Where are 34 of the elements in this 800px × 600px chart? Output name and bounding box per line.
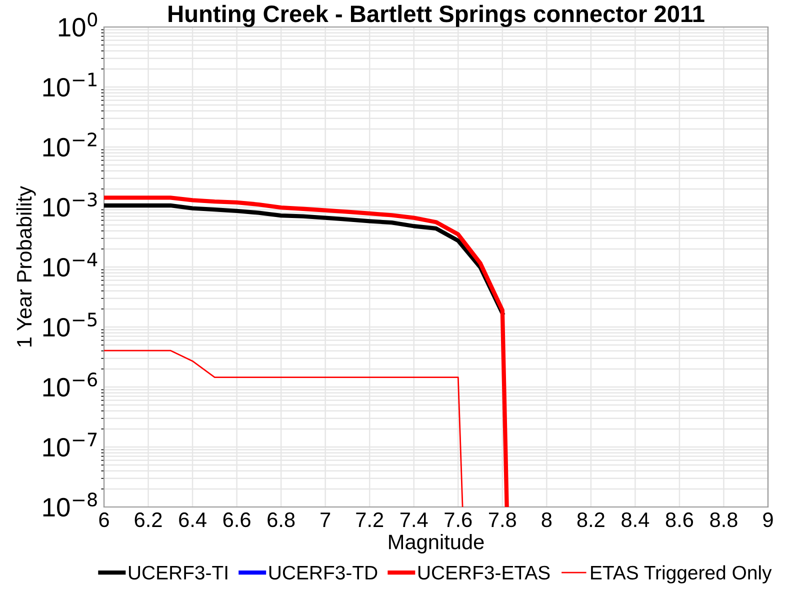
x-tick-label: 6.4	[179, 512, 206, 528]
x-tick-label: 6.2	[134, 512, 162, 528]
y-axis-title: 1 Year Probability	[16, 186, 36, 346]
x-tick-label: 9	[763, 512, 773, 528]
legend-label: UCERF3-TD	[269, 566, 378, 580]
x-tick-label: 8.6	[666, 512, 694, 528]
y-tick-label: 10$^{−4}$	[43, 252, 98, 277]
x-tick-label: 8.2	[577, 512, 604, 528]
chart-title: Hunting Creek - Bartlett Springs connector 2011	[168, 4, 704, 27]
y-tick-label: 10$^{−8}$	[43, 492, 97, 517]
x-tick-label: 7.8	[488, 512, 516, 528]
y-tick-label: 10$^{−2}$	[43, 132, 96, 157]
y-tick-label: 10$^{−3}$	[43, 192, 97, 217]
x-tick-label: 7.2	[356, 512, 384, 527]
x-tick-label: 8.4	[622, 512, 650, 528]
y-tick-label: 10$^{−7}$	[43, 432, 97, 457]
x-tick-label: 6.6	[223, 512, 250, 528]
x-tick-label: 7	[320, 512, 330, 527]
y-tick-label: 10$^{−1}$	[43, 72, 96, 97]
x-tick-label: 8	[542, 512, 552, 528]
x-tick-label: 6	[99, 512, 109, 528]
legend-label: UCERF3-TI	[128, 566, 228, 580]
y-tick-label: 10$^{−6}$	[43, 372, 98, 397]
x-tick-label: 6.8	[268, 512, 295, 528]
line-series	[104, 196, 509, 507]
line-series	[104, 350, 464, 507]
x-tick-label: 7.6	[444, 512, 472, 528]
legend-label: UCERF3-ETAS	[418, 566, 550, 580]
y-tick-label: 10$^{0}$	[58, 12, 98, 37]
x-tick-label: 8.8	[710, 512, 738, 528]
x-tick-label: 7.4	[400, 512, 428, 527]
legend-label: ETAS Triggered Only	[591, 565, 772, 584]
x-axis-title: Magnitude	[389, 534, 484, 554]
y-tick-label: 10$^{−5}$	[43, 312, 97, 337]
